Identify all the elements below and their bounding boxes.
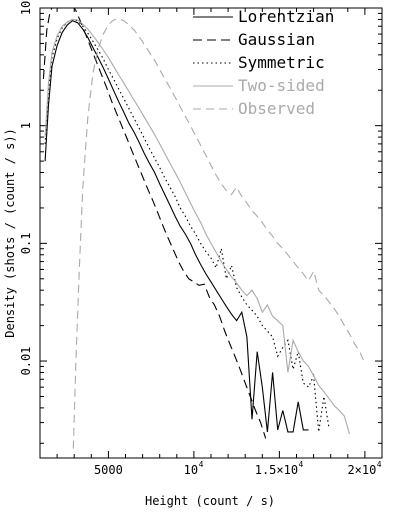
x-tick-label: 10 — [184, 463, 198, 477]
series-layer — [42, 8, 366, 449]
legend-label: Two-sided — [238, 76, 325, 95]
legend-label: Lorentzian — [238, 7, 334, 26]
plot-frame — [39, 7, 383, 459]
legend-label: Symmetric — [238, 53, 325, 72]
x-tick-exponent: 4 — [199, 460, 204, 469]
series-line-observed — [72, 18, 366, 449]
series-line-symmetric — [44, 18, 330, 432]
x-tick-label: 5000 — [94, 463, 123, 477]
x-tick-label-group: 1.5×10 4 — [255, 460, 304, 477]
series-line-gaussian — [42, 8, 267, 439]
x-tick-label: 2×10 — [347, 463, 376, 477]
x-tick-exponent: 4 — [377, 460, 382, 469]
series-line-two-sided — [44, 18, 351, 435]
legend-label: Observed — [238, 99, 315, 118]
y-tick-label: 0.1 — [19, 233, 33, 255]
x-tick-exponent: 4 — [299, 460, 304, 469]
x-tick-label-group: 10 4 — [184, 460, 204, 477]
x-tick-label-group: 2×10 4 — [347, 460, 381, 477]
x-tick-label-group: 5000 — [94, 463, 123, 477]
legend: Lorentzian Gaussian Symmetric Two-sided Obse… — [193, 7, 334, 118]
x-tick-label: 1.5×10 — [255, 463, 298, 477]
legend-label: Gaussian — [238, 30, 315, 49]
y-axis-label: Density (shots / (count / s)) — [3, 128, 17, 338]
y-tick-label: 10 — [19, 1, 33, 15]
x-axis-label: Height (count / s) — [145, 494, 275, 508]
y-tick-label: 0.01 — [19, 347, 33, 376]
y-tick-label: 1 — [19, 122, 33, 129]
